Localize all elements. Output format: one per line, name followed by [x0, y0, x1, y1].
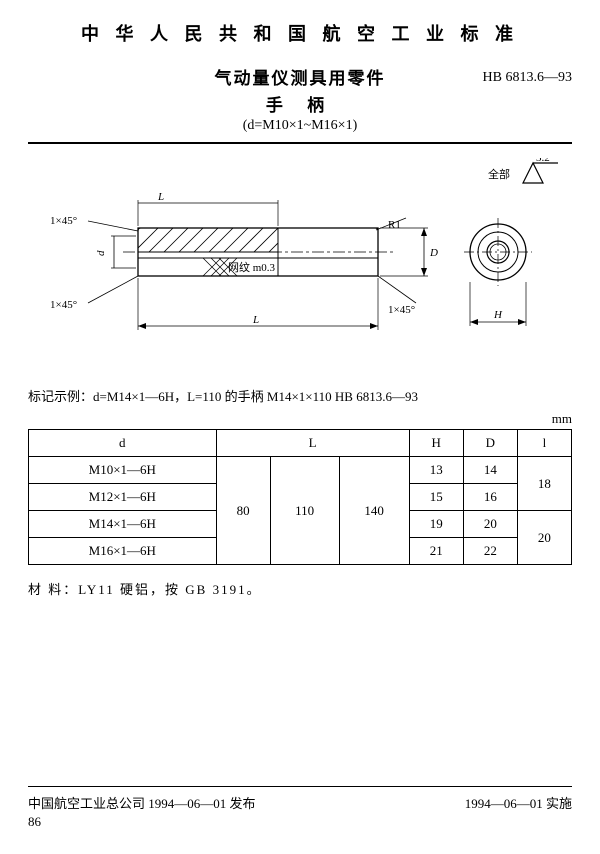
marking-example: 标记示例：d=M14×1—6H，L=110 的手柄 M14×1×110 HB 6… [28, 386, 572, 405]
svg-text:1×45°: 1×45° [50, 215, 77, 227]
svg-text:H: H [493, 309, 503, 321]
divider [28, 142, 572, 144]
table-header-row: d L H D l [29, 430, 572, 457]
svg-text:R1: R1 [388, 219, 401, 231]
technical-drawing: 全部 3.2 1× [28, 158, 572, 358]
svg-text:d: d [95, 250, 107, 256]
material-note: 材 料：LY11 硬铝，按 GB 3191。 [28, 579, 572, 598]
col-d: d [29, 430, 217, 457]
page-number: 86 [28, 814, 572, 830]
title-line2: 手 柄 [28, 91, 572, 116]
spec-table: d L H D l M10×1—6H 80 110 140 13 14 18 M… [28, 429, 572, 565]
footer-right: 1994—06—01 实施 [465, 793, 572, 812]
svg-text:1×45°: 1×45° [50, 299, 77, 311]
roughness-symbol: 全部 3.2 [488, 158, 558, 183]
svg-text:L: L [157, 191, 164, 203]
svg-text:网纹 m0.3: 网纹 m0.3 [228, 260, 276, 274]
col-H: H [409, 430, 463, 457]
end-view: H [464, 218, 532, 326]
document-header: 中 华 人 民 共 和 国 航 空 工 业 标 准 [28, 20, 572, 46]
svg-text:D: D [429, 247, 438, 259]
svg-text:L: L [252, 314, 259, 326]
svg-text:1×45°: 1×45° [388, 304, 415, 316]
svg-text:全部: 全部 [488, 167, 510, 181]
unit-label: mm [28, 411, 572, 427]
col-l: l [517, 430, 571, 457]
table-row: M10×1—6H 80 110 140 13 14 18 [29, 457, 572, 484]
title-block: 气动量仪测具用零件 手 柄 (d=M10×1~M16×1) HB 6813.6—… [28, 64, 572, 134]
svg-text:3.2: 3.2 [536, 158, 550, 164]
standard-code: HB 6813.6—93 [483, 70, 572, 86]
footer-left: 中国航空工业总公司 1994—06—01 发布 [28, 793, 256, 812]
footer: 中国航空工业总公司 1994—06—01 发布 1994—06—01 实施 86 [28, 786, 572, 830]
col-D: D [463, 430, 517, 457]
col-L: L [216, 430, 409, 457]
subtitle: (d=M10×1~M16×1) [28, 118, 572, 134]
side-view: 1×45° 1×45° 1×45° 网纹 m0.3 R1 L L d D [50, 191, 438, 330]
